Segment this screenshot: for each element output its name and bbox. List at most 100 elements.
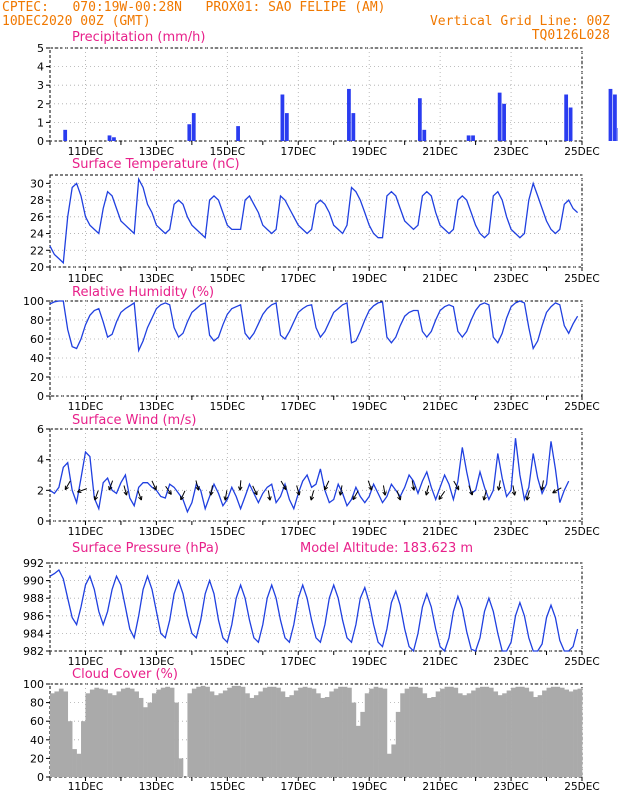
cloud-bar xyxy=(426,697,432,777)
cloud-bar xyxy=(112,695,117,777)
humidity-series-line xyxy=(49,300,579,353)
wind-ytick-label: 6 xyxy=(37,423,44,436)
wind-arrow-head xyxy=(498,486,502,491)
precip-bar xyxy=(564,94,569,141)
humidity-ytick-label: 60 xyxy=(30,333,44,346)
cloud-ytick-label: 60 xyxy=(30,715,44,728)
wind-xtick-label: 17DEC xyxy=(281,526,316,538)
wind-arrow xyxy=(424,485,430,496)
wind-arrow-head xyxy=(525,496,528,501)
cloud-bar xyxy=(511,687,516,777)
wind-arrow xyxy=(209,485,214,496)
pressure-xtick-label: 25DEC xyxy=(564,656,599,668)
panel-wind: 0 2 4 6 11DEC 13DEC 15DEC 17DEC 19DEC 21DEC 23DEC 2… xyxy=(37,413,600,538)
wind-xtick-label: 15DEC xyxy=(210,526,245,538)
cloud-bar xyxy=(72,749,77,777)
header-run-code: TQ0126L028 xyxy=(531,28,610,43)
pressure-xtick-label: 11DEC xyxy=(68,656,103,668)
precip-bar xyxy=(466,135,471,141)
humidity-title: Relative Humidity (%) xyxy=(72,285,214,300)
wind-arrow xyxy=(296,485,301,496)
wind-arrow-head xyxy=(123,491,127,496)
wind-arrow-head xyxy=(324,487,329,491)
wind-arrow-shaft xyxy=(453,480,460,490)
cloud-bar xyxy=(484,686,490,777)
pressure-series-line xyxy=(49,568,579,653)
wind-arrow-shaft xyxy=(425,485,430,496)
wind-arrow xyxy=(338,485,344,496)
precipitation-ytick-label: 5 xyxy=(37,42,44,55)
wind-arrow xyxy=(280,480,287,491)
wind-arrow xyxy=(223,490,228,501)
cloud-bar xyxy=(524,687,530,777)
wind-arrow-shaft xyxy=(552,487,562,494)
cloud-bar xyxy=(214,695,219,777)
cloud-bar xyxy=(413,686,419,777)
cloud-bar xyxy=(338,686,343,777)
cloud-bar xyxy=(347,687,352,777)
wind-arrow xyxy=(252,485,258,496)
cloud-bar xyxy=(178,758,184,777)
wind-arrow-head xyxy=(514,491,517,496)
wind-arrow-head xyxy=(455,487,460,491)
wind-arrow-head xyxy=(282,487,287,491)
precipitation-xtick-label: 13DEC xyxy=(139,146,174,158)
wind-arrow-head xyxy=(138,496,142,501)
humidity-xtick-label: 11DEC xyxy=(68,401,103,413)
precip-bar xyxy=(236,126,240,141)
cloud-xtick-label: 11DEC xyxy=(68,781,103,793)
precip-bar xyxy=(347,88,351,141)
precip-bar xyxy=(284,113,289,141)
wind-arrow-shaft xyxy=(324,480,330,491)
wind-xtick-label: 11DEC xyxy=(68,526,103,538)
cloud-bar xyxy=(276,687,281,777)
wind-arrow xyxy=(540,480,545,491)
cloud-bar xyxy=(355,725,361,777)
cloud-bar xyxy=(400,693,405,777)
temperature-ytick-label: 30 xyxy=(30,177,44,190)
wind-xtick-label: 13DEC xyxy=(139,526,174,538)
cloud-bar xyxy=(316,693,321,777)
cloud-bar xyxy=(143,707,148,777)
wind-arrow-head xyxy=(339,491,344,496)
cloud-bar xyxy=(236,685,241,777)
wind-arrow-head xyxy=(482,496,485,501)
wind-arrow xyxy=(552,487,562,494)
pressure-xtick-label: 13DEC xyxy=(139,656,174,668)
cloud-bar xyxy=(165,686,170,777)
wind-ytick-label: 4 xyxy=(37,454,44,467)
cloud-bar xyxy=(475,687,481,777)
temperature-xtick-label: 23DEC xyxy=(493,273,528,285)
cloud-bar xyxy=(542,690,547,777)
wind-arrow xyxy=(482,490,487,501)
precip-bar xyxy=(191,113,196,141)
humidity-xtick-label: 19DEC xyxy=(351,401,386,413)
wind-arrow-head xyxy=(552,489,556,494)
cloud-bar xyxy=(480,686,485,777)
precipitation-ytick-label: 0 xyxy=(37,135,44,148)
temperature-ytick-label: 26 xyxy=(30,211,44,224)
cloud-bar xyxy=(129,688,135,777)
cloud-bar xyxy=(58,688,64,777)
cloud-bar xyxy=(568,691,574,777)
wind-arrow-shaft xyxy=(396,490,401,501)
humidity-ytick-label: 0 xyxy=(37,390,44,403)
wind-arrow-shaft xyxy=(224,490,228,501)
wind-title: Surface Wind (m/s) xyxy=(72,413,196,428)
wind-arrow-head xyxy=(180,497,185,501)
wind-arrow xyxy=(238,480,243,491)
cloud-bar xyxy=(103,689,108,777)
cloud-ytick-label: 100 xyxy=(23,678,44,691)
wind-arrow-shaft xyxy=(267,490,271,501)
cloud-bar xyxy=(506,690,512,777)
wind-arrow xyxy=(323,480,330,491)
cloud-bar xyxy=(249,697,255,777)
temperature-xtick-label: 25DEC xyxy=(564,273,599,285)
wind-arrow-head xyxy=(511,491,516,496)
pressure-ytick-label: 992 xyxy=(23,557,44,570)
wind-arrow-head xyxy=(223,496,226,501)
pressure-ytick-label: 988 xyxy=(23,592,44,605)
wind-series-line xyxy=(49,438,570,514)
cloud-bar xyxy=(364,693,370,777)
cloud-xtick-label: 17DEC xyxy=(281,781,316,793)
